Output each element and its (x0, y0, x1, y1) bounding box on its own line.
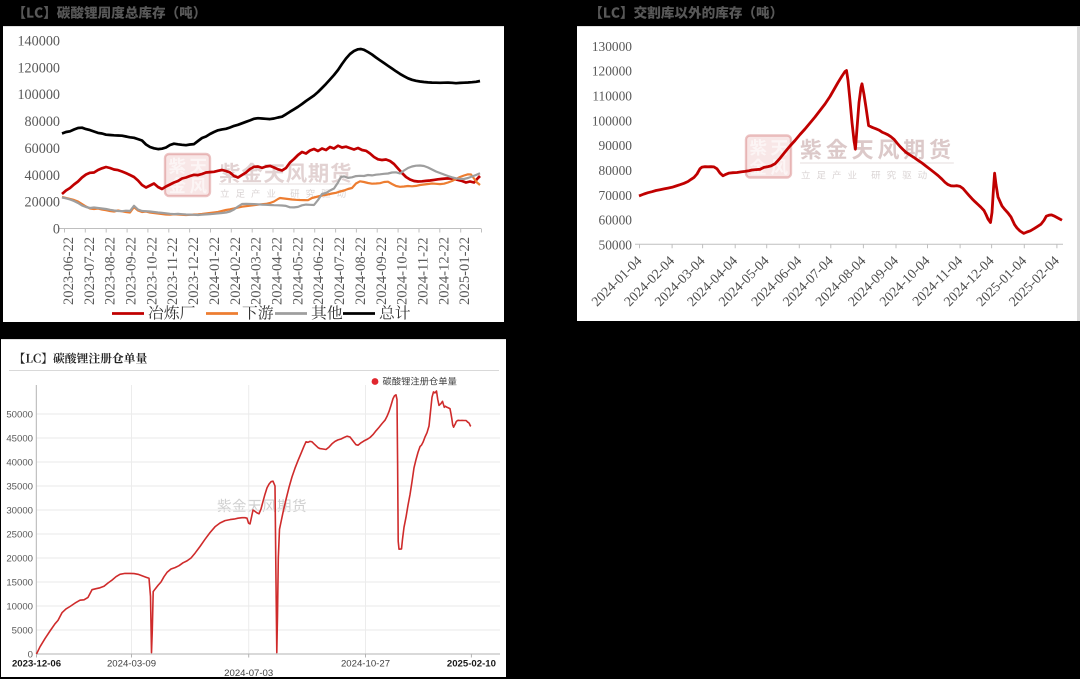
svg-text:2024-09-22: 2024-09-22 (374, 236, 390, 304)
svg-text:100000: 100000 (17, 87, 60, 103)
svg-text:15000: 15000 (6, 577, 33, 588)
svg-text:110000: 110000 (592, 88, 632, 103)
svg-text:5000: 5000 (12, 625, 33, 636)
svg-text:2024-07-03: 2024-07-03 (224, 668, 273, 677)
svg-text:0: 0 (53, 221, 60, 237)
svg-text:50000: 50000 (599, 237, 633, 252)
svg-text:2024-12-22: 2024-12-22 (436, 236, 452, 304)
svg-text:2024-06-22: 2024-06-22 (311, 236, 327, 304)
svg-text:140000: 140000 (17, 33, 60, 49)
svg-text:2025-01-22: 2025-01-22 (457, 236, 473, 304)
svg-text:80000: 80000 (599, 162, 633, 177)
svg-text:2023-06-22: 2023-06-22 (61, 236, 77, 304)
svg-text:2023-12-06: 2023-12-06 (12, 659, 61, 670)
svg-text:2024-05-22: 2024-05-22 (290, 236, 306, 304)
svg-text:2024-03-22: 2024-03-22 (249, 236, 265, 304)
svg-text:2024-07-22: 2024-07-22 (332, 236, 348, 304)
svg-text:2024-01-22: 2024-01-22 (207, 236, 223, 304)
svg-text:60000: 60000 (599, 212, 633, 227)
svg-text:2023-08-22: 2023-08-22 (103, 236, 119, 304)
svg-text:50000: 50000 (6, 409, 33, 420)
svg-text:2024-04-22: 2024-04-22 (270, 236, 286, 304)
svg-text:2023-11-22: 2023-11-22 (165, 237, 181, 305)
svg-text:2023-10-22: 2023-10-22 (144, 236, 160, 304)
svg-text:90000: 90000 (599, 138, 633, 153)
svg-text:20000: 20000 (6, 553, 33, 564)
svg-text:0: 0 (28, 649, 33, 660)
svg-text:35000: 35000 (6, 481, 33, 492)
svg-text:40000: 40000 (6, 457, 33, 468)
svg-text:2024-10-27: 2024-10-27 (341, 659, 390, 670)
svg-text:130000: 130000 (592, 38, 632, 53)
svg-text:2024-10-22: 2024-10-22 (395, 236, 411, 304)
svg-text:70000: 70000 (599, 187, 633, 202)
svg-text:10000: 10000 (6, 601, 33, 612)
svg-text:2024-08-22: 2024-08-22 (353, 236, 369, 304)
svg-text:2024-03-09: 2024-03-09 (107, 659, 156, 670)
svg-text:60000: 60000 (25, 140, 60, 156)
svg-text:2025-02-10: 2025-02-10 (447, 659, 496, 670)
svg-text:2023-07-22: 2023-07-22 (82, 236, 98, 304)
svg-text:100000: 100000 (592, 113, 632, 128)
svg-text:40000: 40000 (25, 167, 60, 183)
svg-text:120000: 120000 (592, 63, 632, 78)
svg-text:2023-12-22: 2023-12-22 (186, 236, 202, 304)
svg-text:120000: 120000 (17, 60, 60, 76)
svg-text:2024-11-22: 2024-11-22 (416, 237, 432, 305)
svg-text:25000: 25000 (6, 529, 33, 540)
svg-text:20000: 20000 (25, 194, 60, 210)
svg-text:2024-02-22: 2024-02-22 (228, 236, 244, 304)
svg-text:2023-09-22: 2023-09-22 (124, 236, 140, 304)
svg-text:80000: 80000 (25, 114, 60, 130)
svg-text:30000: 30000 (6, 505, 33, 516)
svg-text:45000: 45000 (6, 433, 33, 444)
